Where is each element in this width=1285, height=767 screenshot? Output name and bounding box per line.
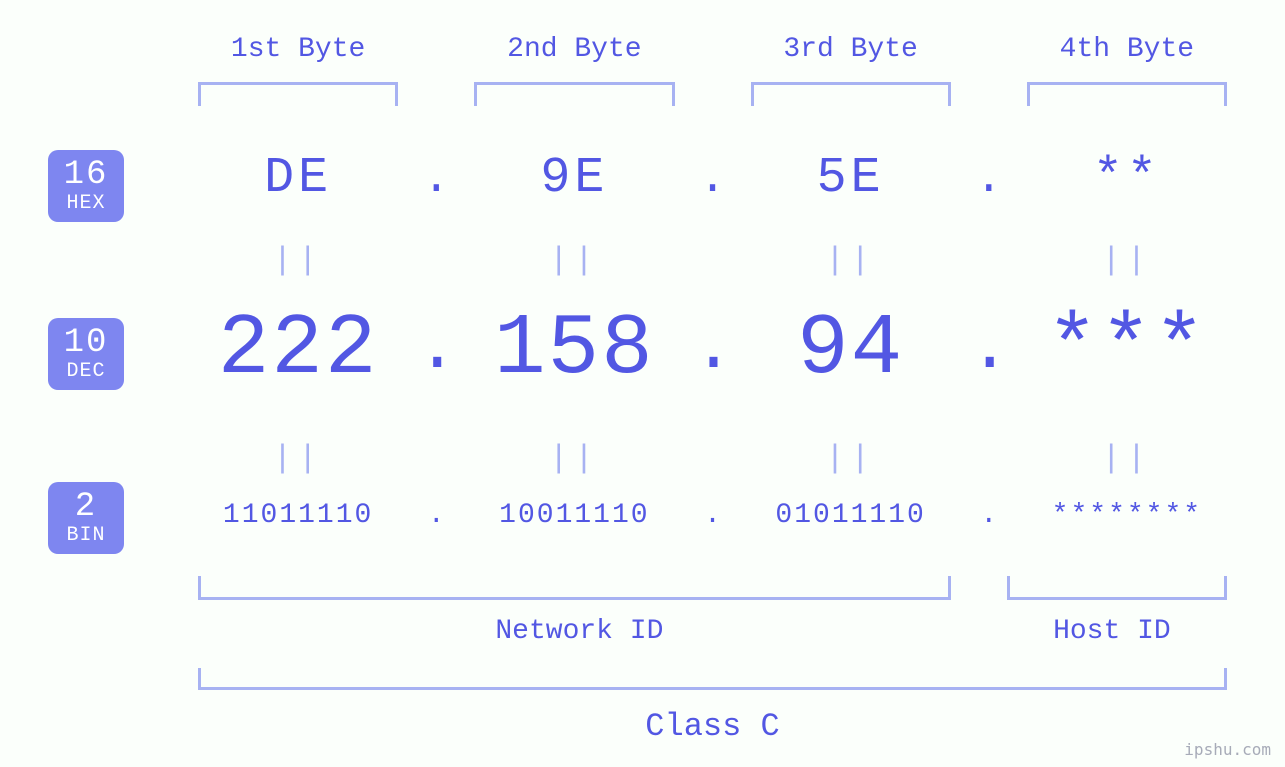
network-id-label: Network ID	[180, 616, 979, 647]
dot-bin-2: .	[693, 500, 733, 531]
class-label: Class C	[180, 708, 1245, 745]
byte-label-2: 2nd Byte	[456, 34, 692, 65]
equals-icon: ||	[1009, 242, 1245, 279]
dot-bin-1: .	[416, 500, 456, 531]
bin-byte-4: ********	[1009, 500, 1245, 531]
row-class-bracket	[180, 668, 1245, 694]
bracket-class	[198, 668, 1227, 690]
equals-icon: ||	[456, 242, 692, 279]
bin-byte-2: 10011110	[456, 500, 692, 531]
diagram-grid: 1st Byte 2nd Byte 3rd Byte 4th Byte DE .…	[180, 20, 1245, 767]
row-byte-labels: 1st Byte 2nd Byte 3rd Byte 4th Byte	[180, 34, 1245, 65]
bracket-byte-3	[751, 82, 951, 106]
dot-hex-3: .	[969, 153, 1009, 205]
bracket-byte-4	[1027, 82, 1227, 106]
badge-hex-label: HEX	[48, 194, 124, 214]
bracket-byte-2	[474, 82, 674, 106]
hex-byte-3: 5E	[733, 150, 969, 207]
badge-bin-label: BIN	[48, 526, 124, 546]
host-id-label: Host ID	[979, 616, 1245, 647]
equals-icon: ||	[733, 440, 969, 477]
hex-byte-2: 9E	[456, 150, 692, 207]
equals-icon: ||	[733, 242, 969, 279]
equals-icon: ||	[180, 440, 416, 477]
dec-byte-3: 94	[733, 300, 969, 398]
bin-byte-3: 01011110	[733, 500, 969, 531]
base-badge-hex: 16 HEX	[48, 150, 124, 222]
row-hex: DE . 9E . 5E . **	[180, 150, 1245, 207]
dot-dec-3: .	[969, 310, 1009, 389]
equals-icon: ||	[180, 242, 416, 279]
dec-byte-4: ***	[1009, 300, 1245, 398]
badge-bin-number: 2	[48, 490, 124, 524]
row-equals-top: || || || ||	[180, 242, 1245, 279]
dot-hex-1: .	[416, 153, 456, 205]
base-badge-bin: 2 BIN	[48, 482, 124, 554]
dec-byte-2: 158	[456, 300, 692, 398]
bin-byte-1: 11011110	[180, 500, 416, 531]
badge-hex-number: 16	[48, 158, 124, 192]
base-badge-dec: 10 DEC	[48, 318, 124, 390]
byte-label-4: 4th Byte	[1009, 34, 1245, 65]
hex-byte-1: DE	[180, 150, 416, 207]
row-equals-bottom: || || || ||	[180, 440, 1245, 477]
equals-icon: ||	[456, 440, 692, 477]
badge-dec-label: DEC	[48, 362, 124, 382]
row-top-brackets	[180, 82, 1245, 106]
bracket-byte-1	[198, 82, 398, 106]
dot-dec-2: .	[693, 310, 733, 389]
row-bin: 11011110 . 10011110 . 01011110 . *******…	[180, 500, 1245, 531]
row-nethost-labels: Network ID Host ID	[180, 616, 1245, 650]
bracket-host-id	[1007, 576, 1227, 600]
badge-dec-number: 10	[48, 326, 124, 360]
watermark: ipshu.com	[1184, 740, 1271, 759]
row-dec: 222 . 158 . 94 . ***	[180, 300, 1245, 398]
row-nethost-brackets	[180, 576, 1245, 604]
equals-icon: ||	[1009, 440, 1245, 477]
bracket-network-id	[198, 576, 951, 600]
hex-byte-4: **	[1009, 150, 1245, 207]
byte-label-3: 3rd Byte	[733, 34, 969, 65]
dot-hex-2: .	[693, 153, 733, 205]
dec-byte-1: 222	[180, 300, 416, 398]
dot-bin-3: .	[969, 500, 1009, 531]
dot-dec-1: .	[416, 310, 456, 389]
byte-label-1: 1st Byte	[180, 34, 416, 65]
